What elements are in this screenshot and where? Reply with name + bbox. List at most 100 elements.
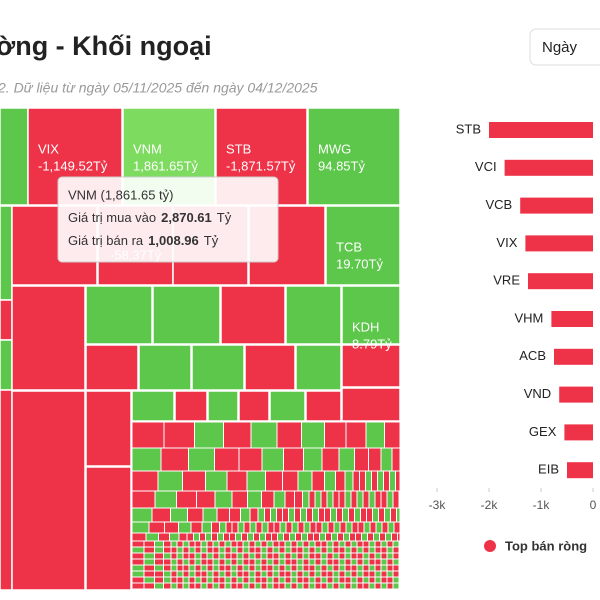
treemap-tile xyxy=(365,421,385,449)
treemap-tile xyxy=(131,447,162,472)
treemap-tile xyxy=(246,470,266,492)
treemap-tile xyxy=(160,447,189,472)
bar xyxy=(504,159,593,176)
treemap-tile xyxy=(296,576,304,584)
treemap-tile xyxy=(356,576,364,584)
treemap-tile xyxy=(224,540,232,548)
treemap-tile xyxy=(199,532,206,542)
tile-name: KDH xyxy=(352,319,379,334)
treemap-tile xyxy=(398,546,401,554)
tile-value: -1,871.57Tỷ xyxy=(226,158,296,173)
treemap-tile xyxy=(212,552,220,560)
period-button[interactable] xyxy=(529,28,600,66)
treemap-tile xyxy=(308,570,316,578)
treemap-tile xyxy=(260,552,268,560)
treemap-tile xyxy=(338,588,346,591)
treemap-tile xyxy=(207,390,239,422)
treemap-tile xyxy=(176,490,197,509)
treemap-tile xyxy=(170,582,178,590)
treemap-tile xyxy=(344,570,352,578)
treemap-tile xyxy=(374,540,382,548)
treemap-tile xyxy=(344,558,352,566)
treemap-tile xyxy=(206,540,214,548)
treemap-tile xyxy=(306,507,313,523)
tooltip-unit: Tỷ xyxy=(204,233,219,248)
treemap-tile xyxy=(350,540,358,548)
treemap-tile xyxy=(266,552,274,560)
treemap-tile xyxy=(386,564,394,572)
treemap-tile xyxy=(356,546,364,554)
treemap-tile xyxy=(392,576,400,584)
y-category-label: VIX xyxy=(496,235,517,250)
treemap-tile xyxy=(308,546,316,554)
tile-name: VIX xyxy=(38,141,59,156)
treemap-tile xyxy=(326,558,334,566)
treemap-tile xyxy=(224,552,232,560)
treemap-tile xyxy=(176,558,184,566)
treemap-tile xyxy=(230,564,238,572)
treemap-tile xyxy=(332,576,340,584)
treemap-tile xyxy=(372,507,379,523)
treemap-tile xyxy=(242,582,250,590)
treemap-tile xyxy=(176,588,184,591)
treemap-tile xyxy=(260,576,268,584)
treemap-tile xyxy=(230,558,238,566)
treemap-tile xyxy=(278,588,286,591)
treemap-tile xyxy=(212,588,220,591)
treemap-tile xyxy=(325,205,401,286)
treemap-tile xyxy=(194,570,202,578)
treemap-tile xyxy=(182,588,190,591)
treemap-tile xyxy=(272,546,280,554)
treemap-tile xyxy=(266,582,274,590)
treemap-tile xyxy=(386,588,394,591)
treemap-tile xyxy=(273,521,281,534)
treemap-tile xyxy=(131,532,147,542)
treemap-tile xyxy=(236,552,244,560)
treemap-tile xyxy=(200,552,208,560)
treemap-tile xyxy=(284,546,292,554)
y-category-label: VRE xyxy=(493,273,520,288)
treemap-tile xyxy=(362,558,370,566)
treemap-tile xyxy=(0,299,13,341)
treemap-tile xyxy=(392,552,400,560)
treemap-tile xyxy=(383,470,390,492)
treemap-tile xyxy=(356,558,364,566)
treemap-tile xyxy=(320,558,328,566)
treemap-tile xyxy=(344,588,352,591)
treemap-tile xyxy=(196,490,216,509)
treemap-tile xyxy=(344,564,352,572)
treemap-tile xyxy=(344,470,354,492)
tooltip-label: Giá trị mua vào xyxy=(68,210,156,225)
treemap-tile xyxy=(398,570,401,578)
treemap-tile xyxy=(333,521,341,534)
treemap-tile xyxy=(332,570,340,578)
treemap-tile xyxy=(308,490,316,509)
treemap-tile xyxy=(260,582,268,590)
treemap-tile xyxy=(284,576,292,584)
treemap-tile xyxy=(284,490,295,509)
treemap-tile xyxy=(254,540,262,548)
treemap-tile xyxy=(176,582,184,590)
treemap-tile xyxy=(368,546,376,554)
treemap-tile xyxy=(350,564,358,572)
treemap-tile xyxy=(231,521,239,534)
treemap-tile xyxy=(352,470,360,492)
period-button-label[interactable]: Ngày xyxy=(542,39,578,56)
treemap-tile xyxy=(182,546,190,554)
treemap-tile xyxy=(193,532,200,542)
treemap-tile xyxy=(290,570,298,578)
tooltip-title: VNM (1,861.65 tỷ) xyxy=(68,187,174,202)
treemap-tile xyxy=(345,421,367,449)
treemap-tile xyxy=(163,421,195,449)
treemap-tile xyxy=(254,582,262,590)
tooltip-value: 1,008.96 xyxy=(148,233,199,248)
treemap-tile xyxy=(301,532,308,542)
treemap-tile xyxy=(284,558,292,566)
treemap-tile xyxy=(200,570,208,578)
treemap-tile xyxy=(176,552,184,560)
treemap-tile xyxy=(368,490,376,509)
treemap-tile xyxy=(350,570,358,578)
treemap-tile xyxy=(337,532,344,542)
treemap-tile xyxy=(248,546,256,554)
